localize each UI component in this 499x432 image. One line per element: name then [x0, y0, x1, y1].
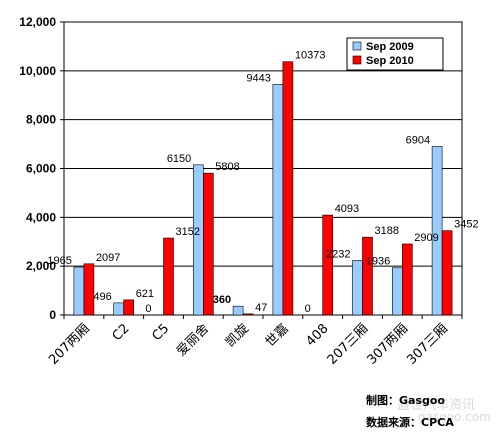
- data-labels: 1965 2097 496 621 0 3152 6150 5808 360 47 9443 1037…: [47, 50, 478, 315]
- x-category-label: C5: [149, 321, 172, 344]
- legend-swatch-sep-2009: [352, 41, 362, 51]
- y-tick-label: 4,000: [26, 210, 56, 224]
- watermark-cn: 盖世汽车资讯: [397, 398, 476, 413]
- bar-sep-2009: [193, 164, 204, 316]
- bar-sep-2010: [203, 172, 214, 316]
- y-tick-label: 8,000: [26, 113, 56, 127]
- x-category-label: 408: [303, 321, 331, 349]
- bar-sep-2009: [391, 267, 403, 316]
- x-category-label: 207两厢: [46, 321, 93, 368]
- legend-label-sep-2010: Sep 2010: [366, 55, 414, 67]
- y-tick-label: 12,000: [19, 15, 56, 29]
- data-source: 数据来源：CPCA: [366, 416, 454, 429]
- bar-sep-2010: [83, 263, 95, 316]
- y-tick-label: 10,000: [19, 64, 56, 78]
- bar-sep-2010: [282, 61, 294, 316]
- x-category-label: C2: [110, 321, 133, 344]
- data-label: 9443: [246, 72, 270, 84]
- legend-label-sep-2009: Sep 2009: [366, 41, 414, 53]
- data-label: 4093: [335, 203, 359, 215]
- bar-sep-2009: [272, 84, 284, 316]
- bar-sep-2009: [431, 146, 443, 316]
- data-label: 360: [213, 294, 231, 306]
- x-category-label: 307三厢: [404, 321, 451, 368]
- bar-sep-2010: [441, 230, 453, 316]
- y-tick-label: 2,000: [26, 259, 56, 273]
- data-label: 3188: [375, 225, 399, 237]
- data-label: 621: [136, 288, 154, 300]
- data-label: 1936: [366, 256, 390, 268]
- bars: [73, 61, 453, 316]
- bar-sep-2009: [232, 305, 244, 316]
- bar-sep-2010: [401, 243, 413, 316]
- x-category-label: 207三厢: [325, 321, 372, 368]
- data-label: 2232: [326, 249, 350, 261]
- bar-sep-2010: [123, 299, 134, 316]
- bar-sep-2010: [242, 313, 254, 316]
- data-label: 3452: [454, 219, 478, 231]
- x-category-label: 凯旋: [223, 321, 252, 350]
- data-label: 5808: [215, 161, 239, 173]
- data-label: 2909: [414, 232, 438, 244]
- watermark-en: gasgoo.com: [418, 410, 491, 424]
- data-label: 3152: [176, 226, 200, 238]
- legend-box: [346, 37, 444, 71]
- x-category-label: 307两厢: [365, 321, 412, 368]
- bar-sep-2009: [352, 260, 363, 316]
- data-label: 0: [145, 303, 151, 315]
- y-tick-label: 0: [49, 308, 56, 322]
- y-axis-ticks: 0 2,000 4,000 6,000 8,000 10,000 12,000: [19, 15, 64, 322]
- data-label: 6150: [167, 153, 191, 165]
- legend: Sep 2009 Sep 2010: [346, 37, 444, 71]
- chart-credit: 制图：Gasgoo: [366, 394, 445, 407]
- data-label: 1965: [47, 255, 71, 267]
- gridlines: [64, 70, 462, 267]
- bar-sep-2010: [163, 237, 174, 316]
- data-label: 0: [305, 303, 311, 315]
- data-label: 47: [255, 302, 267, 314]
- bar-sep-2009: [73, 266, 85, 316]
- y-tick-label: 6,000: [26, 162, 56, 176]
- bar-sep-2010: [362, 236, 373, 316]
- x-category-label: 爱丽舍: [174, 321, 212, 359]
- data-label: 496: [93, 291, 111, 303]
- data-label: 6904: [406, 134, 430, 146]
- bar-sep-2009: [113, 302, 124, 316]
- bar-sep-2010: [322, 214, 334, 316]
- data-label: 2097: [96, 252, 120, 264]
- data-label: 10373: [295, 50, 326, 62]
- x-category-label: 世嘉: [263, 321, 292, 350]
- legend-swatch-sep-2010: [352, 55, 362, 65]
